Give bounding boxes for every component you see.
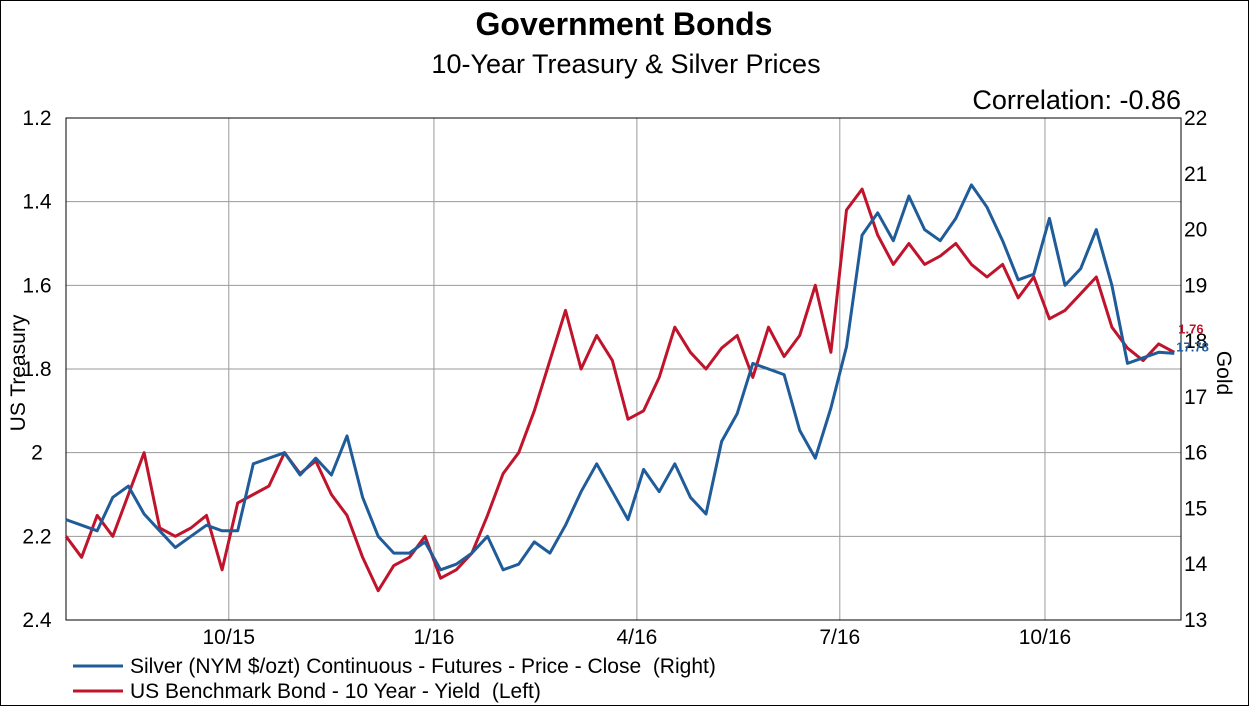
end-label-bond: 1.76	[1178, 321, 1203, 336]
right-axis-label: Gold	[1212, 351, 1235, 395]
right-tick-label: 17	[1184, 386, 1207, 409]
series-line-bond	[64, 187, 1176, 593]
right-tick-label: 20	[1184, 219, 1207, 242]
x-tick-label: 4/16	[616, 626, 657, 649]
x-tick-label: 10/15	[203, 626, 256, 649]
grid-lines	[66, 118, 1181, 620]
legend-label-silver: Silver (NYM $/ozt) Continuous - Futures …	[130, 655, 716, 678]
right-tick-label: 16	[1184, 442, 1207, 465]
end-label-silver: 17.78	[1176, 339, 1209, 354]
x-tick-label: 1/16	[414, 626, 455, 649]
right-tick-label: 21	[1184, 163, 1207, 186]
right-axis-ticks: 22 21 20 19 18 17 16 15 14 13	[1184, 107, 1208, 632]
right-tick-label: 22	[1184, 107, 1207, 130]
legend-label-bond: US Benchmark Bond - 10 Year - Yield (Lef…	[130, 680, 541, 703]
series-line-silver	[65, 183, 1175, 572]
plot-area	[65, 117, 1182, 621]
chart-title: Government Bonds	[476, 6, 773, 42]
series-layer	[64, 183, 1176, 593]
right-tick-label: 18	[1184, 330, 1207, 353]
end-labels: 1.76 17.78	[1176, 321, 1209, 354]
right-tick-label: 19	[1184, 274, 1207, 297]
left-tick-label: 1.6	[22, 274, 51, 297]
x-tick-label: 7/16	[819, 626, 860, 649]
left-axis-label: US Treasury	[7, 314, 30, 431]
left-tick-label: 1.4	[22, 191, 52, 214]
legend: Silver (NYM $/ozt) Continuous - Futures …	[73, 655, 716, 703]
left-axis-ticks: 1.2 1.4 1.6 1.8 2 2.2 2.4	[22, 107, 52, 632]
left-tick-label: 1.2	[22, 107, 51, 130]
left-tick-label: 2.2	[22, 525, 51, 548]
correlation-annotation: Correlation: -0.86	[972, 85, 1181, 115]
left-tick-label: 2	[31, 442, 43, 465]
chart-subtitle: 10-Year Treasury & Silver Prices	[431, 49, 820, 79]
right-tick-label: 13	[1184, 609, 1207, 632]
right-tick-label: 14	[1184, 553, 1208, 576]
x-axis-ticks: 10/15 1/16 4/16 7/16 10/16	[203, 626, 1072, 649]
right-tick-label: 15	[1184, 497, 1207, 520]
left-tick-label: 2.4	[22, 609, 52, 632]
x-tick-label: 10/16	[1019, 626, 1072, 649]
left-tick-label: 1.8	[22, 358, 51, 381]
